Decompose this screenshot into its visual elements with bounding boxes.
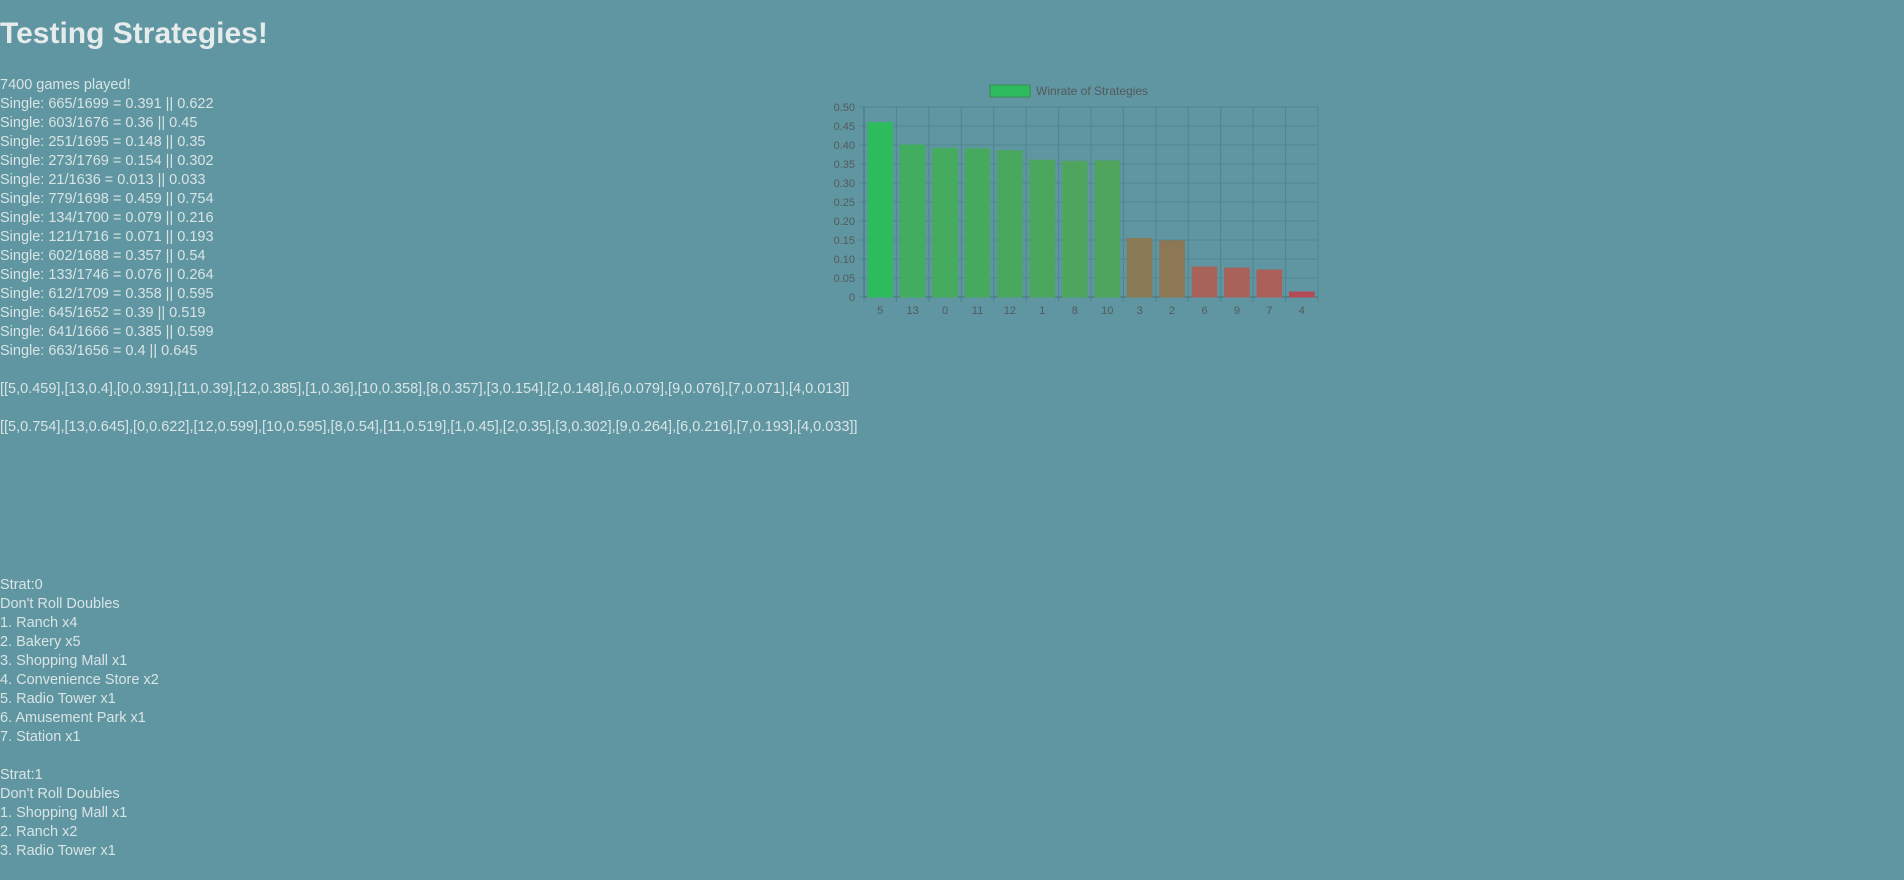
stat-line: Single: 121/1716 = 0.071 || 0.193 [0,229,214,245]
x-tick-label: 2 [1169,305,1175,317]
y-tick-label: 0.10 [834,254,855,266]
y-tick-label: 0 [849,292,855,304]
x-tick-label: 12 [1004,305,1016,317]
bar-9 [1224,267,1250,298]
bar-10 [1094,160,1121,298]
stat-line: Single: 273/1769 = 0.154 || 0.302 [0,153,214,169]
x-tick-label: 9 [1234,305,1240,317]
stat-line: Single: 602/1688 = 0.357 || 0.54 [0,248,206,264]
stat-line: Single: 665/1699 = 0.391 || 0.622 [0,96,214,112]
y-tick-label: 0.50 [834,102,855,114]
ranking-winrate-text: [[5,0.459],[13,0.4],[0,0.391],[11,0.39],… [0,381,850,397]
games-played-text: 7400 games played! [0,77,131,93]
stat-line: Single: 133/1746 = 0.076 || 0.264 [0,267,214,283]
bar-7 [1256,269,1283,298]
bar-4 [1288,291,1315,298]
strategy-item: 6. Amusement Park x1 [0,710,146,726]
x-tick-label: 8 [1072,305,1078,317]
page-title: Testing Strategies! [0,17,268,50]
stat-line: Single: 21/1636 = 0.013 || 0.033 [0,172,206,188]
x-tick-label: 7 [1266,305,1272,317]
y-tick-label: 0.05 [834,273,855,285]
strategy-block-0: Strat:0 Don't Roll Doubles 1. Ranch x4 2… [0,576,159,747]
legend-label: Winrate of Strategies [1036,84,1148,98]
bar-chart-svg: Winrate of Strategies 00.050.100.150.200… [834,84,1319,317]
bar-12 [997,150,1023,298]
strategy-item: 3. Shopping Mall x1 [0,653,128,669]
ranking-secondary-text: [[5,0.754],[13,0.645],[0,0.622],[12,0.59… [0,419,858,435]
bar-1 [1029,159,1056,298]
stat-line: Single: 251/1695 = 0.148 || 0.35 [0,134,206,150]
x-tick-label: 3 [1137,305,1143,317]
strategy-item: 2. Bakery x5 [0,634,81,650]
x-tick-label: 4 [1299,305,1305,317]
strategy-item: 1. Ranch x4 [0,615,78,631]
bar-3 [1126,237,1153,298]
stat-line: Single: 645/1652 = 0.39 || 0.519 [0,305,206,321]
bar-8 [1061,160,1088,298]
y-tick-label: 0.30 [834,178,855,190]
bar-11 [964,148,991,298]
x-tick-label: 0 [942,305,948,317]
strategy-rule: Don't Roll Doubles [0,596,120,612]
bar-6 [1191,266,1218,298]
bar-2 [1159,240,1185,298]
bar-13 [899,144,926,298]
legend-swatch [989,84,1031,98]
y-tick-label: 0.40 [834,140,855,152]
strategy-item: 3. Radio Tower x1 [0,843,116,859]
chart-legend: Winrate of Strategies [989,84,1148,98]
x-tick-label: 13 [907,305,919,317]
strategy-header: Strat:0 [0,577,43,593]
x-axis-labels: 5 13 0 11 12 1 8 10 3 2 6 9 7 4 [877,305,1305,317]
strategy-item: 1. Shopping Mall x1 [0,805,128,821]
strategy-item: 4. Convenience Store x2 [0,672,159,688]
stat-line: Single: 663/1656 = 0.4 || 0.645 [0,343,198,359]
strategy-rule: Don't Roll Doubles [0,786,120,802]
strategy-item: 7. Station x1 [0,729,81,745]
stat-line: Single: 603/1676 = 0.36 || 0.45 [0,115,198,131]
stat-line: Single: 779/1698 = 0.459 || 0.754 [0,191,214,207]
y-tick-label: 0.35 [834,159,855,171]
winrate-chart: Winrate of Strategies 0 0.05 0.10 0.15 0.20 0… [816,80,1328,325]
stat-line: Single: 641/1666 = 0.385 || 0.599 [0,324,214,340]
y-tick-label: 0.25 [834,197,855,209]
strategy-item: 2. Ranch x2 [0,824,78,840]
bar-5 [867,122,894,298]
x-tick-label: 1 [1039,305,1045,317]
chart-bars [867,122,1315,298]
strategy-list: Strat:0 Don't Roll Doubles 1. Ranch x4 2… [0,576,159,880]
stat-line: Single: 134/1700 = 0.079 || 0.216 [0,210,214,226]
x-tick-label: 6 [1201,305,1207,317]
strategy-item: 5. Radio Tower x1 [0,691,116,707]
stats-block: 7400 games played! Single: 665/1699 = 0.… [0,76,214,361]
stat-line: Single: 612/1709 = 0.358 || 0.595 [0,286,214,302]
y-tick-label: 0.20 [834,216,855,228]
bar-0 [932,147,958,298]
x-tick-label: 10 [1101,305,1113,317]
strategy-block-1: Strat:1 Don't Roll Doubles 1. Shopping M… [0,766,159,861]
y-axis-ticks: 0 0.05 0.10 0.15 0.20 0.25 0.30 0.35 0.40 0.45 0.5… [834,102,855,304]
y-tick-label: 0.15 [834,235,855,247]
x-tick-label: 11 [972,305,983,317]
y-tick-label: 0.45 [834,121,855,133]
x-tick-label: 5 [877,305,883,317]
strategy-header: Strat:1 [0,767,43,783]
